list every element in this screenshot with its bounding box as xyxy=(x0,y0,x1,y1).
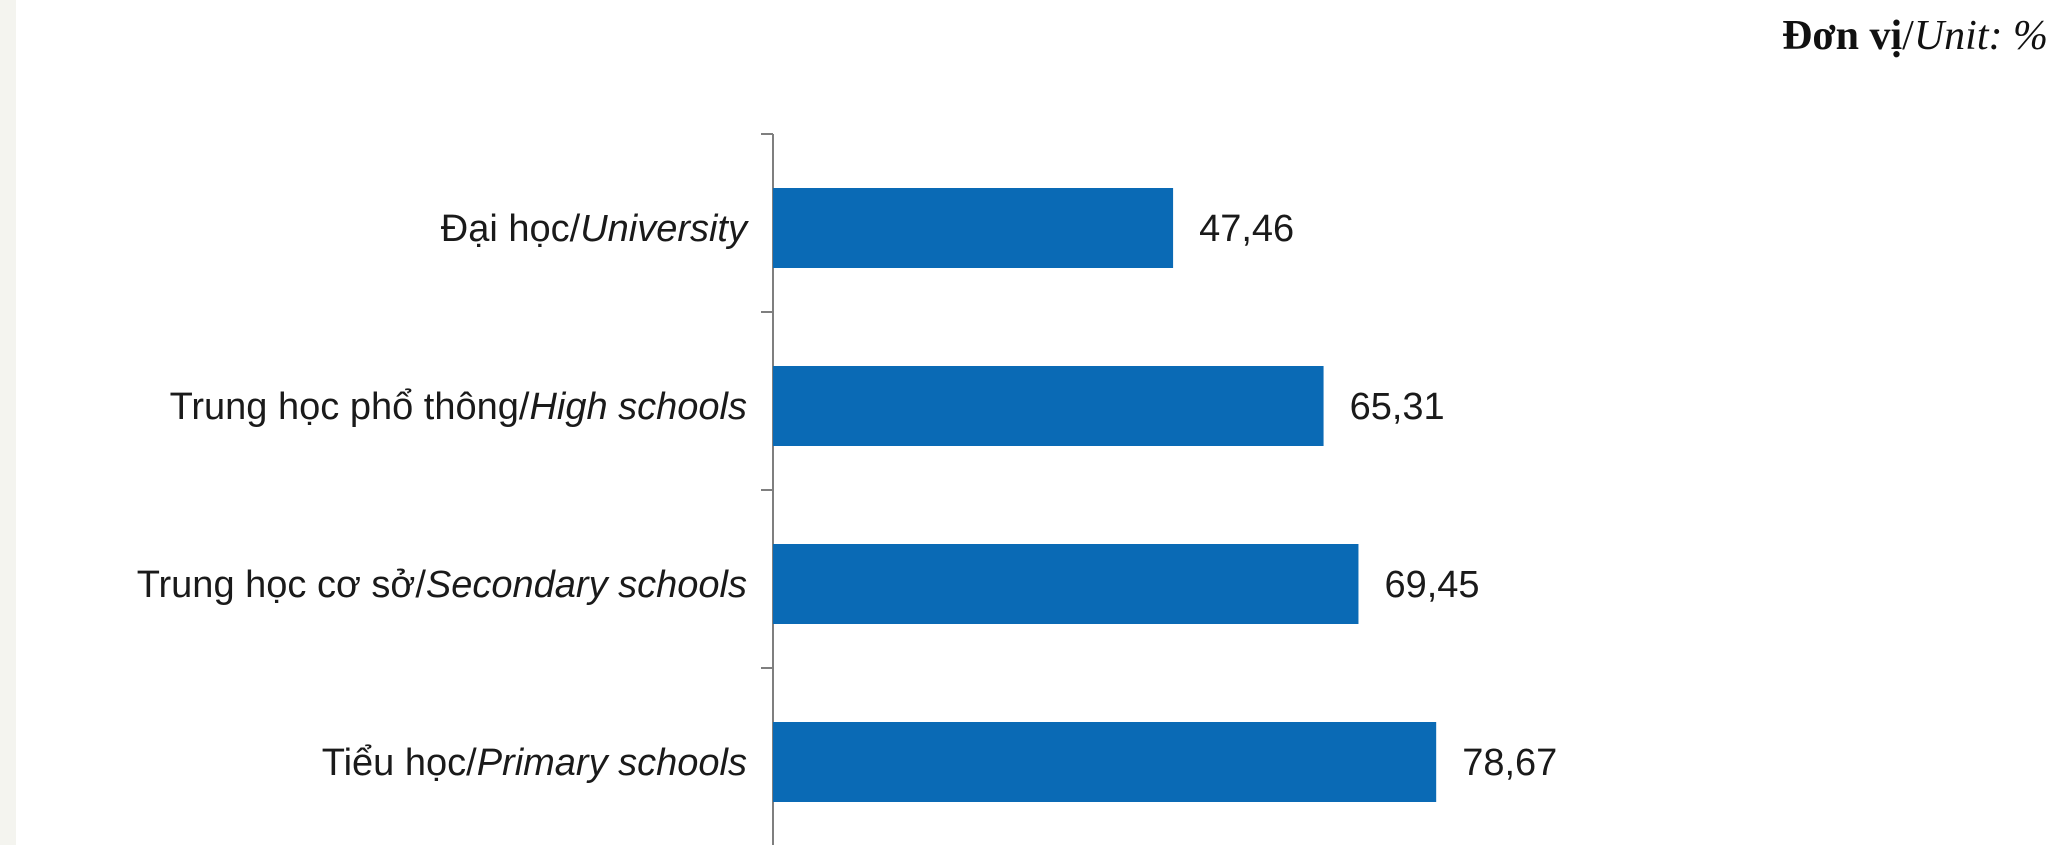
category-label-vi: Đại học/ xyxy=(441,208,581,250)
category-label-vi: Tiểu học/ xyxy=(322,742,477,784)
unit-caption-separator: / xyxy=(1902,13,1914,59)
value-label: 78,67 xyxy=(1462,742,1557,784)
unit-caption-vi: Đơn vị xyxy=(1782,13,1903,59)
category-label: Tiểu học/Primary schools xyxy=(322,742,747,784)
bar xyxy=(773,188,1174,268)
category-label-vi: Trung học phổ thông/ xyxy=(170,386,530,428)
unit-caption: Đơn vị/Unit: % xyxy=(1782,12,2048,60)
value-label: 65,31 xyxy=(1350,386,1445,428)
bar xyxy=(773,722,1437,802)
bar xyxy=(773,366,1324,446)
category-label: Đại học/University xyxy=(441,208,749,250)
category-label: Trung học phổ thông/High schools xyxy=(170,386,747,428)
category-label-en: University xyxy=(580,208,749,250)
bar xyxy=(773,544,1359,624)
category-label-en: Secondary schools xyxy=(426,564,747,606)
unit-caption-en: Unit: % xyxy=(1913,13,2048,59)
value-label: 47,46 xyxy=(1199,208,1294,250)
category-label-en: High schools xyxy=(529,386,747,428)
category-label-vi: Trung học cơ sở/ xyxy=(137,564,427,606)
page-margin xyxy=(0,0,16,845)
value-label: 69,45 xyxy=(1384,564,1479,606)
category-label-en: Primary schools xyxy=(477,742,747,784)
category-label: Trung học cơ sở/Secondary schools xyxy=(137,564,747,606)
